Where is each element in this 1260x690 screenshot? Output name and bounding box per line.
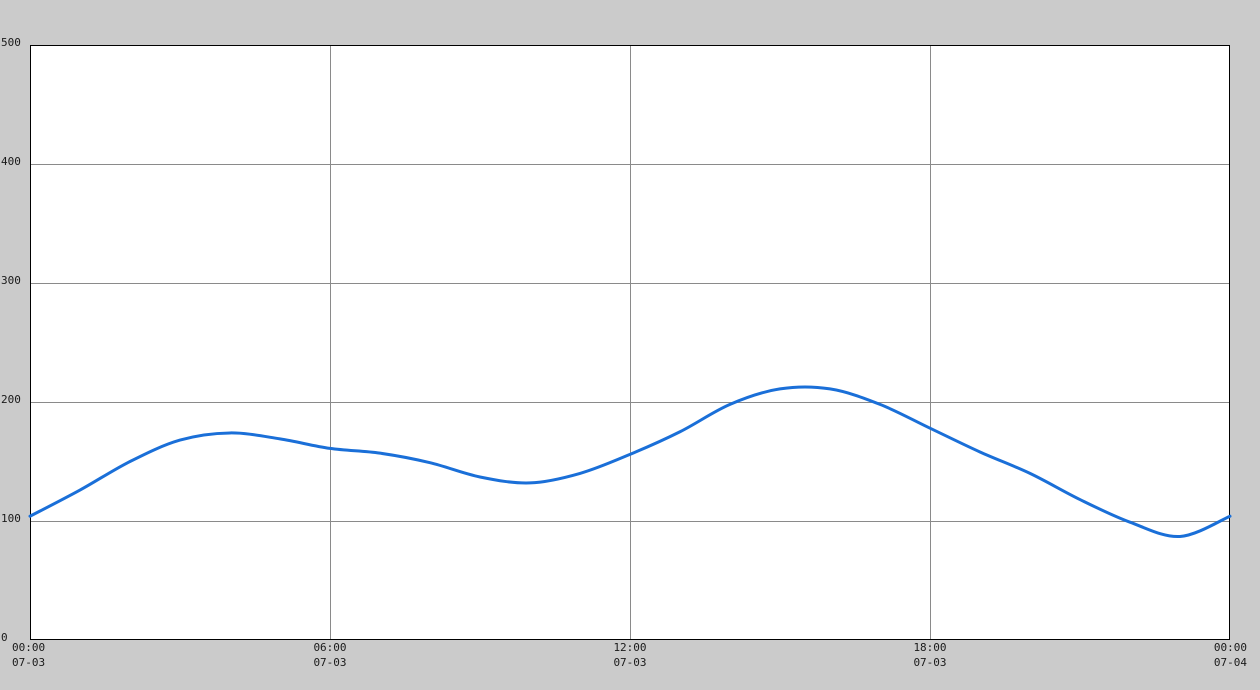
y-tick-label: 300 [1, 274, 21, 287]
x-tick-date-label: 07-04 [1214, 656, 1247, 669]
x-tick-time-label: 18:00 [913, 641, 946, 654]
x-tick-time-label: 06:00 [313, 641, 346, 654]
y-tick-label: 0 [1, 631, 8, 644]
y-tick-label: 200 [1, 393, 21, 406]
series-layer [28, 385, 1232, 538]
y-tick-label: 500 [1, 36, 21, 49]
grid [30, 45, 1230, 640]
series-line [28, 385, 1232, 538]
x-tick-time-label: 00:00 [1214, 641, 1247, 654]
tick-labels: 0 100 200 300 400 500 00:00 07-03 06:00 07-03 12:0… [1, 36, 1247, 669]
y-tick-label: 400 [1, 155, 21, 168]
axes [30, 45, 1230, 640]
y-tick-label: 100 [1, 512, 21, 525]
x-tick-date-label: 07-03 [313, 656, 346, 669]
x-tick-time-label: 00:00 [12, 641, 45, 654]
x-tick-date-label: 07-03 [613, 656, 646, 669]
x-tick-date-label: 07-03 [12, 656, 45, 669]
x-tick-date-label: 07-03 [913, 656, 946, 669]
plot-frame [30, 45, 1230, 640]
x-tick-time-label: 12:00 [613, 641, 646, 654]
